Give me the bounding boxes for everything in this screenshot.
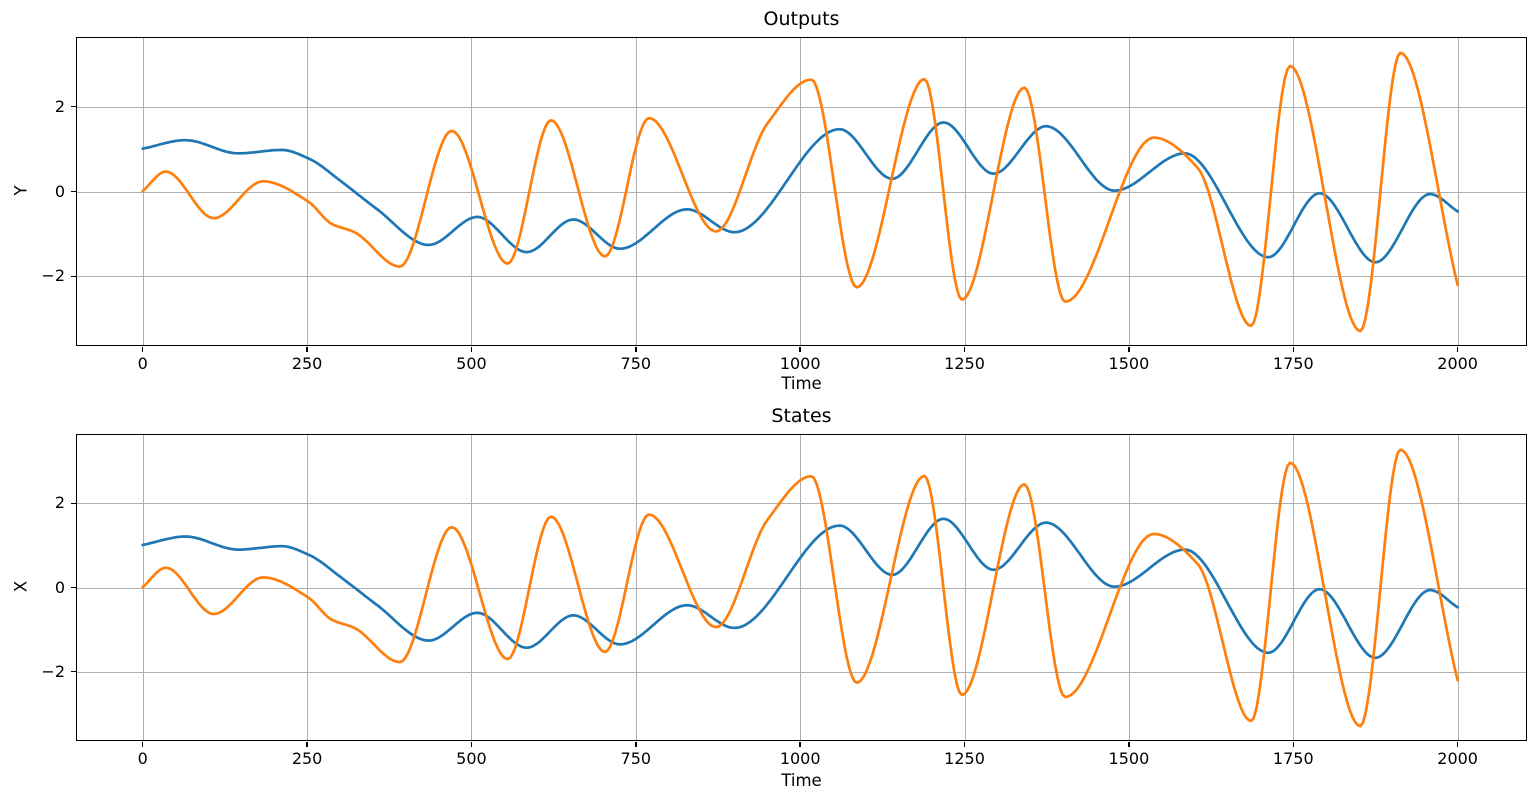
x-tick-mark xyxy=(1292,346,1294,352)
x-tick-mark xyxy=(1128,741,1130,747)
y-tick-label: −2 xyxy=(41,266,65,286)
y-tick-mark xyxy=(70,275,76,277)
subplot-outputs: Outputs Time Y 0 250 500 750 1000 1250 1500 175… xyxy=(0,0,1538,400)
y-tick-mark xyxy=(70,502,76,504)
x-tick-label: 1000 xyxy=(779,749,821,768)
x-tick-label: 250 xyxy=(291,354,323,373)
x-tick-label: 0 xyxy=(137,749,148,768)
chart-title: States xyxy=(771,405,832,427)
x-tick-mark xyxy=(1456,346,1459,352)
x-tick-mark xyxy=(1292,741,1294,747)
x-tick-mark xyxy=(142,346,144,352)
plot-area xyxy=(75,433,1527,741)
x-tick-label: 750 xyxy=(620,749,652,768)
series-orange-line xyxy=(140,50,1459,332)
x-tick-label: 1250 xyxy=(944,354,985,373)
y-tick-mark xyxy=(70,190,76,193)
x-tick-label: 1500 xyxy=(1108,749,1150,768)
y-tick-label: 2 xyxy=(54,96,65,116)
y-tick-mark xyxy=(70,105,76,108)
x-tick-label: 0 xyxy=(137,354,148,373)
x-tick-mark xyxy=(306,346,308,352)
x-tick-mark xyxy=(1128,346,1130,352)
x-tick-label: 250 xyxy=(291,749,323,768)
series-orange-line xyxy=(140,447,1459,727)
plot-canvas xyxy=(76,434,1526,740)
y-tick-label: 2 xyxy=(54,493,65,513)
y-tick-mark xyxy=(70,586,76,589)
x-tick-mark xyxy=(470,741,473,747)
x-tick-label: 500 xyxy=(456,354,487,373)
chart-title: Outputs xyxy=(763,8,840,30)
x-tick-label: 1000 xyxy=(779,354,821,373)
x-tick-label: 2000 xyxy=(1437,354,1478,373)
x-tick-label: 1750 xyxy=(1272,354,1314,373)
y-tick-label: −2 xyxy=(41,661,65,681)
x-axis-label: Time xyxy=(781,771,822,790)
subplot-states: States Time X 0 250 500 750 1000 1250 1500 1750… xyxy=(0,400,1538,809)
x-tick-label: 1500 xyxy=(1108,354,1150,373)
plot-area xyxy=(75,36,1527,346)
x-tick-mark xyxy=(635,346,637,352)
x-tick-mark xyxy=(470,346,473,352)
y-tick-mark xyxy=(70,671,76,673)
x-axis-label: Time xyxy=(781,374,822,393)
x-tick-mark xyxy=(963,741,966,747)
x-tick-label: 1750 xyxy=(1272,749,1314,768)
y-tick-label: 0 xyxy=(54,577,65,597)
series-blue-line xyxy=(140,516,1459,659)
x-tick-label: 2000 xyxy=(1437,749,1478,768)
x-tick-label: 750 xyxy=(620,354,652,373)
x-tick-mark xyxy=(799,346,801,352)
y-tick-label: 0 xyxy=(54,181,65,201)
x-tick-mark xyxy=(1456,741,1459,747)
x-tick-mark xyxy=(799,741,801,747)
series-blue-line xyxy=(140,120,1459,264)
x-tick-mark xyxy=(142,741,144,747)
x-tick-label: 1250 xyxy=(944,749,985,768)
x-tick-mark xyxy=(306,741,308,747)
x-tick-label: 500 xyxy=(456,749,487,768)
x-tick-mark xyxy=(963,346,966,352)
plot-canvas xyxy=(76,37,1526,345)
x-tick-mark xyxy=(635,741,637,747)
